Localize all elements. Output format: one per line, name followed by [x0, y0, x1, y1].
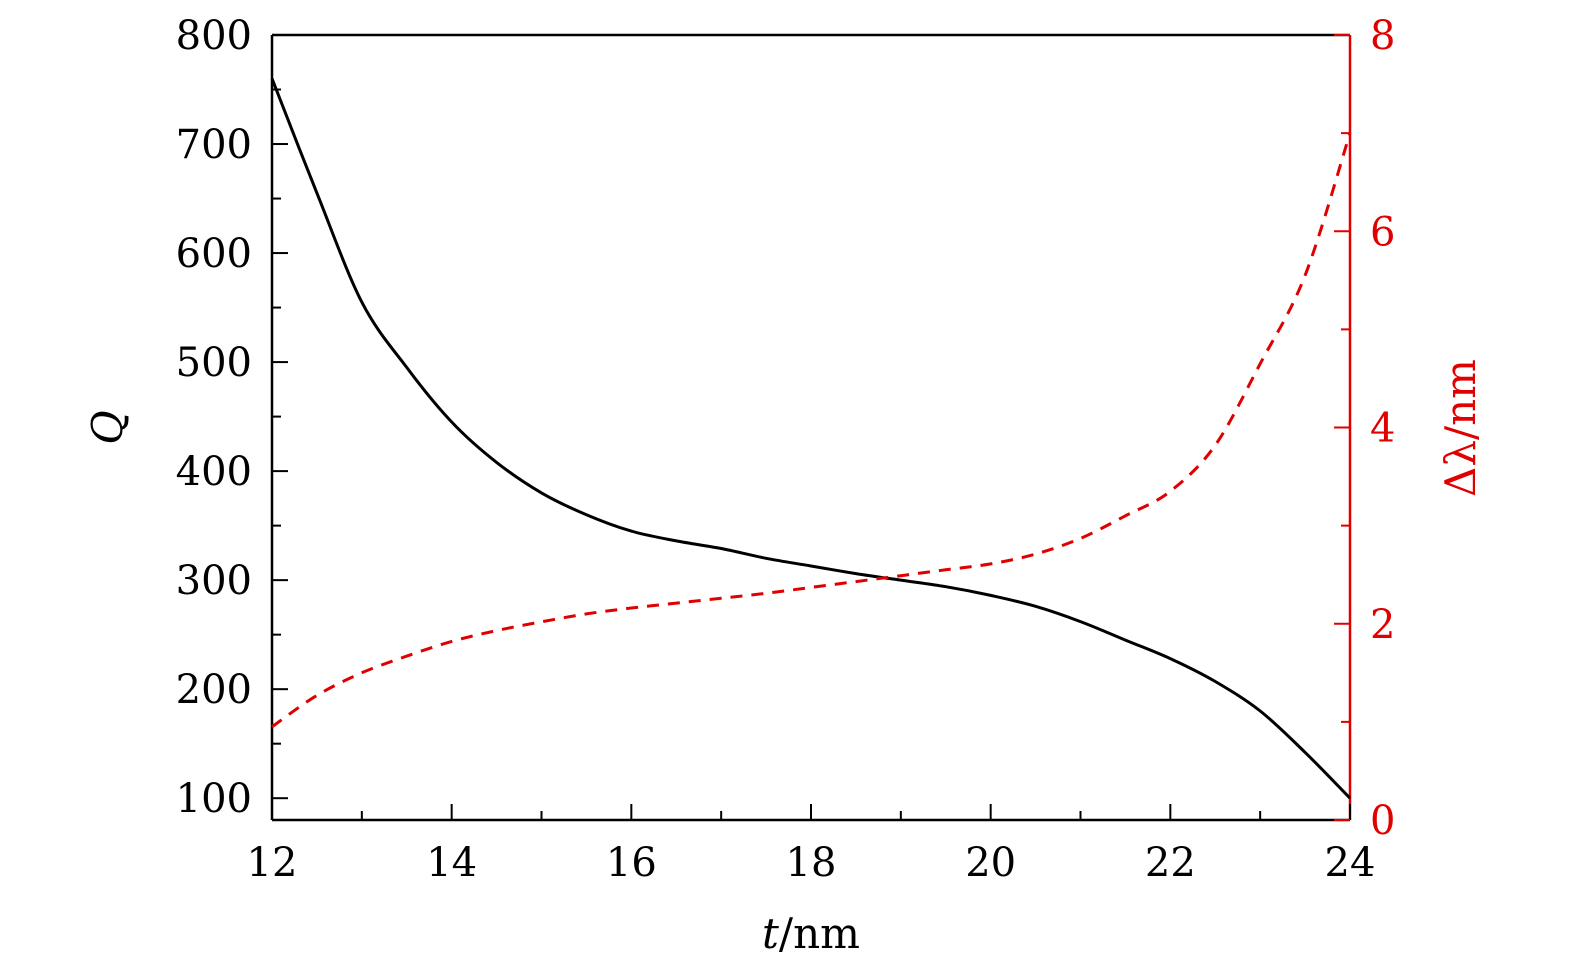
delta-lambda-series-line — [271, 132, 1352, 729]
series-layer — [270, 78, 1352, 800]
x-tick-label: 20 — [965, 840, 1016, 886]
y-right-tick-label: 4 — [1370, 406, 1395, 452]
q-series-line — [270, 78, 1352, 800]
x-tick-label: 18 — [786, 840, 837, 886]
plot-frame — [270, 33, 1352, 822]
y-left-tick-label: 800 — [176, 13, 252, 59]
y-right-tick-label: 2 — [1370, 602, 1395, 648]
y-left-tick-label: 200 — [176, 667, 252, 713]
y-right-tick-label: 6 — [1370, 209, 1395, 255]
y-left-tick-label: 600 — [176, 231, 252, 277]
x-tick-label: 14 — [426, 840, 477, 886]
y-left-tick-label: 400 — [176, 449, 252, 495]
y-left-tick-label: 500 — [176, 340, 252, 386]
y-right-tick-label: 8 — [1370, 13, 1395, 59]
y-left-tick-label: 300 — [176, 558, 252, 604]
y-left-tick-label: 700 — [176, 122, 252, 168]
y-left-tick-label: 100 — [176, 776, 252, 822]
x-tick-label: 24 — [1325, 840, 1376, 886]
x-axis-title: t/nm — [762, 909, 860, 958]
x-tick-label: 16 — [606, 840, 657, 886]
x-tick-label: 12 — [247, 840, 298, 886]
y-axis-right-title: Δλ/nm — [1436, 359, 1485, 497]
ticks-layer: 12 14 16 18 20 22 2410020030040050060070080002… — [176, 13, 1396, 886]
y-axis-left-title: Q — [83, 410, 132, 444]
y-right-tick-label: 0 — [1370, 798, 1395, 844]
x-tick-label: 22 — [1145, 840, 1196, 886]
